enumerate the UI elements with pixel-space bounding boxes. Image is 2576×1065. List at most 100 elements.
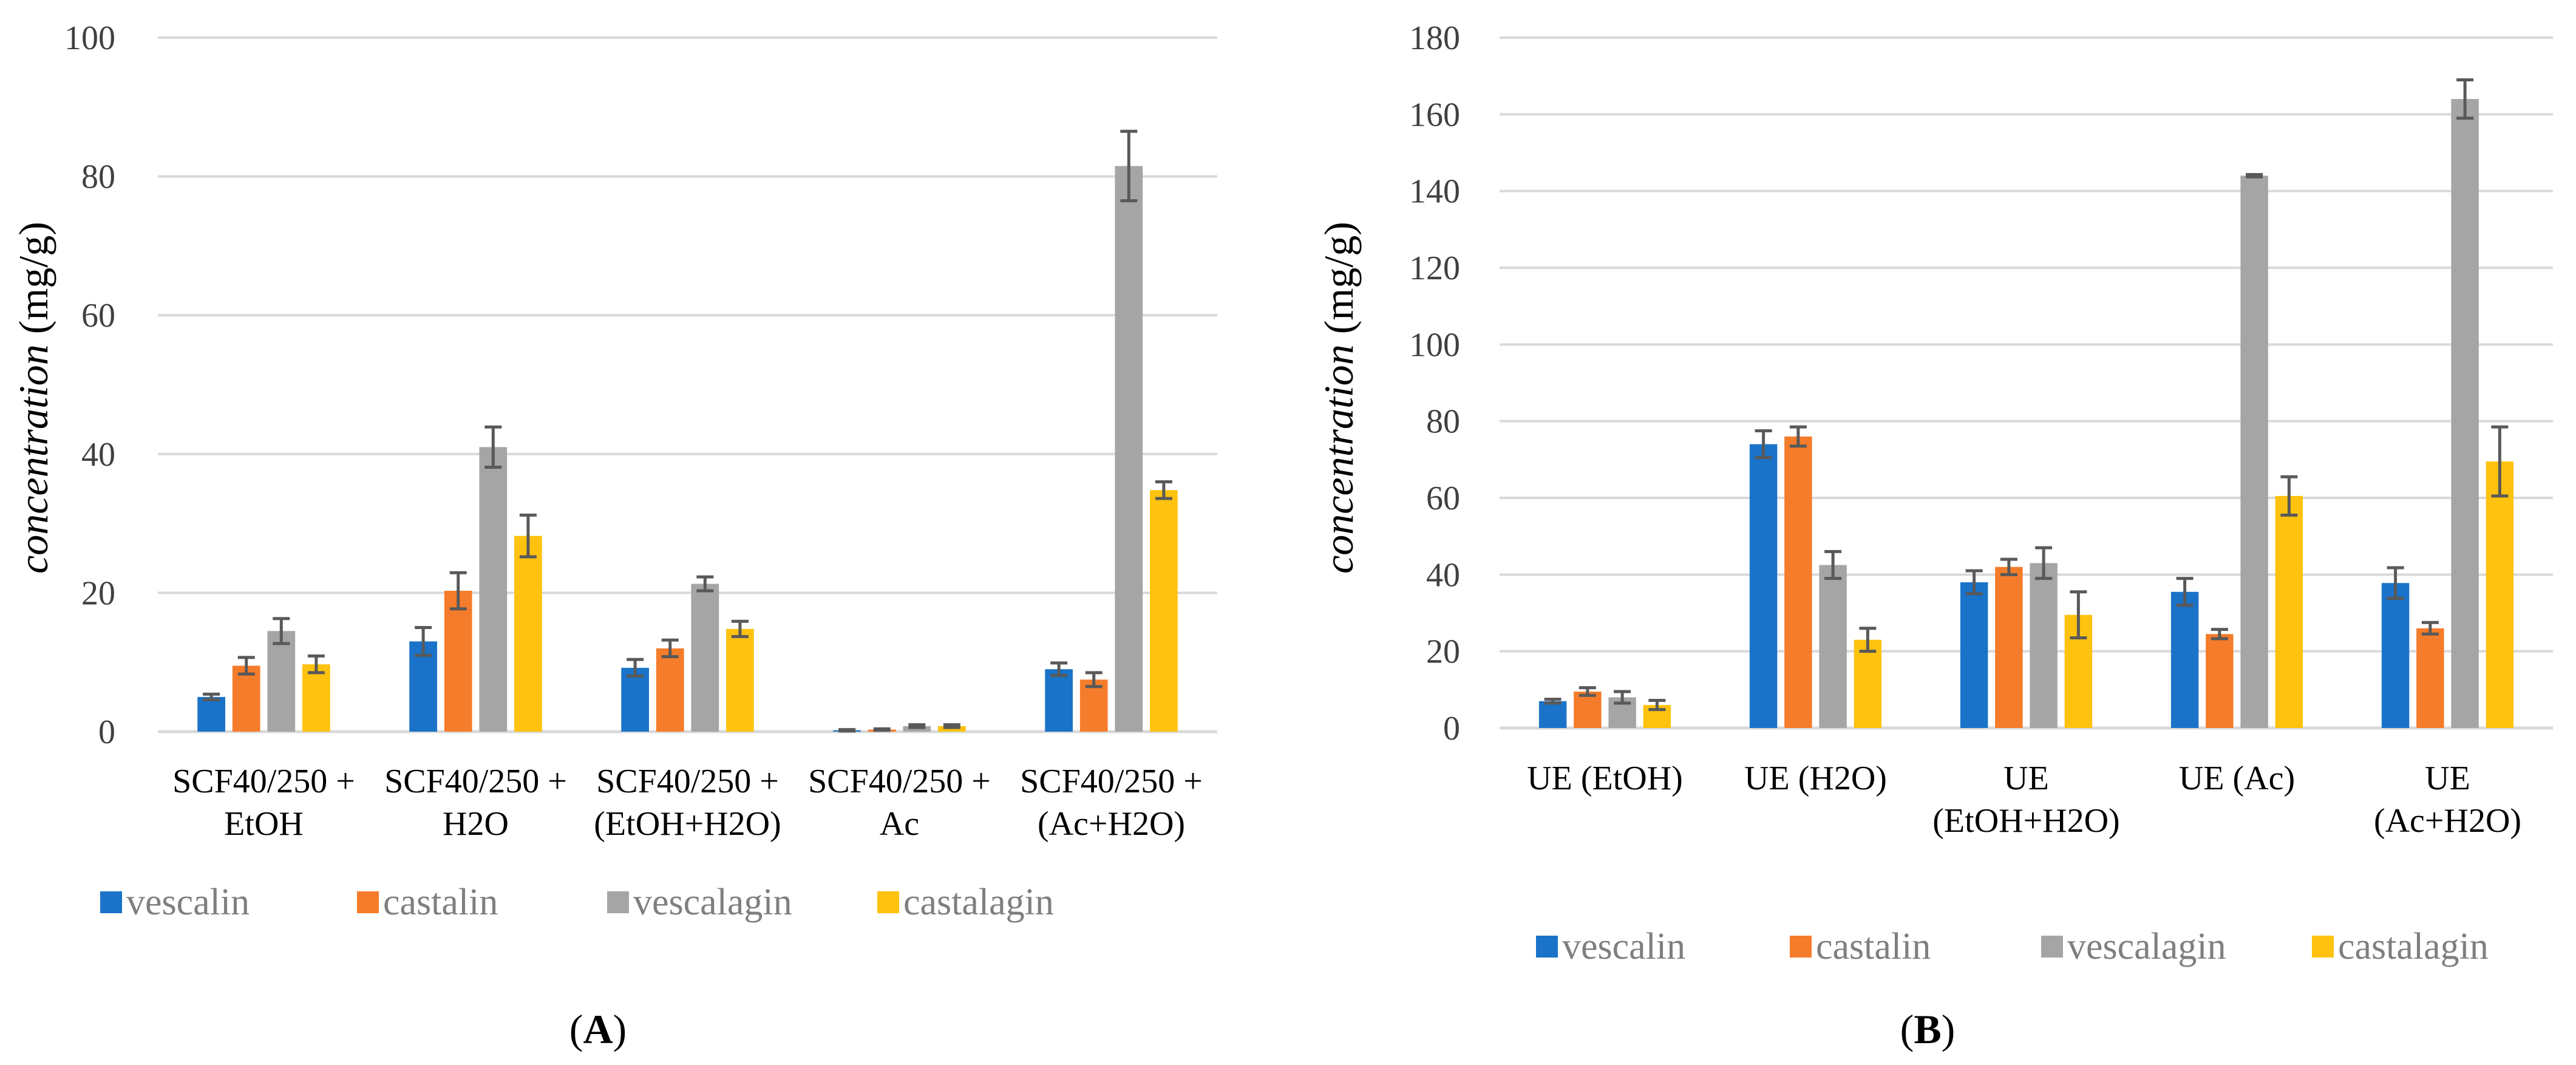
legend-swatch: [100, 891, 122, 913]
legend-label: castalin: [1816, 926, 1931, 967]
legend-label: vescalagin: [2067, 926, 2226, 967]
chart-b-legend: vescalin castalin vescalagin castalagin: [1536, 926, 2489, 967]
x-category-label: Ac: [880, 805, 919, 843]
x-category-label: SCF40/250 +: [384, 763, 567, 800]
legend-label: vescalin: [1562, 926, 1685, 967]
legend-swatch: [607, 891, 629, 913]
legend-swatch: [2312, 936, 2334, 958]
bar-castalin: [232, 665, 260, 732]
chart-a-y-ticks: 0 20 40 60 80 100: [64, 19, 115, 751]
legend-swatch: [357, 891, 379, 913]
bar-vescalin: [1538, 701, 1567, 728]
x-category-label: UE (EtOH): [1527, 760, 1683, 797]
y-tick-label: 20: [81, 574, 115, 612]
legend-label: castalagin: [2338, 926, 2489, 967]
chart-a-gridlines: [158, 36, 1217, 594]
error-bar-vescalin: [415, 626, 432, 657]
bar-vescalin: [1749, 444, 1778, 728]
x-category-label: SCF40/250 +: [596, 763, 779, 800]
legend-item-vescalin: vescalin: [1536, 926, 1685, 967]
x-category-label: UE (H2O): [1744, 760, 1887, 797]
error-bar-castalagin: [1859, 627, 1877, 653]
legend-label: castalagin: [903, 882, 1054, 923]
error-bar-castalin: [2211, 628, 2228, 641]
x-category-label: UE (Ac): [2179, 760, 2295, 797]
chart-panel-a: 0 20 40 60 80 100 SCF40/250 + EtOH SCF40/250 + H…: [10, 19, 1217, 1052]
chart-b-panel-label: (B): [1900, 1006, 1956, 1052]
chart-a-category-labels: SCF40/250 + EtOH SCF40/250 + H2O SCF40/250 +…: [172, 763, 1203, 843]
x-category-label: (EtOH+H2O): [594, 805, 781, 843]
x-category-label: (EtOH+H2O): [1932, 802, 2119, 840]
bar-castalagin: [2486, 461, 2514, 728]
y-tick-label: 0: [98, 713, 115, 751]
legend-label: vescalagin: [633, 882, 792, 923]
error-bar-castalagin: [307, 654, 325, 675]
legend-item-vescalin: vescalin: [100, 882, 250, 923]
bar-castalagin: [514, 536, 542, 732]
bar-vescalin: [2170, 591, 2199, 728]
error-bar-castalagin: [2491, 425, 2509, 498]
x-category-label: SCF40/250 +: [172, 763, 355, 800]
bar-vescalagin: [267, 631, 296, 732]
chart-b-gridlines: [1500, 36, 2553, 653]
y-tick-label: 140: [1409, 173, 1460, 211]
x-category-label: SCF40/250 +: [1020, 763, 1203, 800]
y-tick-label: 60: [1426, 480, 1460, 517]
legend-item-castalin: castalin: [357, 882, 498, 923]
error-bar-vescalin: [203, 692, 220, 701]
y-tick-label: 100: [1409, 326, 1460, 364]
bar-vescalagin: [1819, 565, 1847, 728]
bar-vescalin: [2381, 583, 2410, 728]
x-category-label: H2O: [443, 805, 509, 843]
chart-a-legend: vescalin castalin vescalagin castalagin: [100, 882, 1054, 923]
bar-vescalin: [197, 696, 225, 732]
legend-label: castalin: [383, 882, 498, 923]
error-bar-vescalagin: [1120, 129, 1138, 203]
y-tick-label: 100: [64, 19, 115, 57]
error-bar-castalin: [1789, 425, 1807, 448]
y-tick-label: 180: [1409, 19, 1460, 57]
error-bar-vescalin: [1544, 698, 1562, 705]
bar-vescalagin: [2451, 99, 2479, 729]
x-category-label: EtOH: [224, 805, 304, 843]
y-tick-label: 120: [1409, 250, 1460, 287]
error-bar-castalagin: [519, 513, 537, 559]
x-category-label: UE: [2003, 760, 2049, 797]
error-bar-castalagin: [943, 723, 960, 729]
legend-item-castalagin: castalagin: [2312, 926, 2489, 967]
bar-castalagin: [2275, 495, 2303, 728]
chart-b-category-labels: UE (EtOH) UE (H2O) UE (EtOH+H2O) UE (Ac) UE (A…: [1527, 760, 2521, 840]
x-category-label: (Ac+H2O): [2374, 802, 2521, 840]
chart-a-error-bars: [203, 129, 1172, 733]
error-bar-castalin: [237, 656, 255, 676]
bar-castalin: [1574, 691, 1602, 728]
error-bar-castalin: [1579, 686, 1596, 697]
bar-castalin: [1079, 679, 1108, 732]
error-bar-castalagin: [731, 619, 749, 638]
bar-vescalagin: [2240, 175, 2268, 728]
error-bar-castalin: [661, 638, 679, 659]
error-bar-vescalagin: [696, 575, 714, 593]
legend-item-vescalagin: vescalagin: [2041, 926, 2226, 967]
error-bar-vescalagin: [2456, 78, 2474, 120]
error-bar-vescalagin: [1824, 550, 1842, 580]
y-tick-label: 40: [1426, 556, 1460, 594]
x-category-label: UE: [2425, 760, 2470, 797]
error-bar-vescalin: [627, 658, 644, 678]
error-bar-castalagin: [1648, 699, 1666, 712]
y-tick-label: 80: [81, 158, 115, 196]
chart-b-bars: [1538, 99, 2514, 729]
error-bar-vescalin: [838, 728, 856, 733]
chart-b-y-ticks: 0 20 40 60 80 100 120 140 160 180: [1409, 19, 1460, 747]
chart-a-panel-label: (A): [569, 1006, 627, 1052]
error-bar-vescalagin: [1614, 690, 1631, 705]
error-bar-vescalin: [2176, 577, 2194, 607]
bar-castalagin: [726, 628, 754, 732]
chart-a-y-axis-label: concentration (mg/g): [10, 222, 56, 574]
error-bar-vescalin: [1050, 661, 1068, 677]
bar-castalagin: [302, 664, 330, 732]
error-bar-vescalagin: [273, 617, 290, 645]
error-bar-castalin: [2000, 557, 2017, 576]
error-bar-castalin: [449, 571, 467, 611]
